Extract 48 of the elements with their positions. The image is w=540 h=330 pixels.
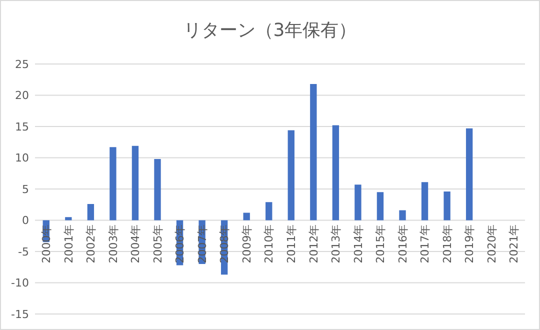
x-tick-label: 2002年: [84, 224, 98, 264]
x-tick-label: 2007年: [196, 224, 209, 264]
y-tick-label: 20: [15, 89, 29, 102]
bar: [421, 182, 428, 220]
x-tick-label: 2019年: [463, 224, 476, 264]
bar: [110, 147, 116, 220]
y-tick-label: 10: [15, 152, 29, 165]
y-tick-label: 0: [22, 214, 29, 228]
bar: [266, 202, 272, 220]
bar: [310, 84, 317, 220]
bar: [466, 128, 473, 220]
bar: [332, 125, 340, 220]
bar: [132, 146, 139, 220]
x-tick-label: 2003年: [106, 224, 120, 264]
chart-title: リターン（3年保有）: [183, 20, 357, 41]
y-tick-label: 15: [15, 120, 29, 134]
x-tick-label: 2004年: [129, 224, 142, 264]
y-tick-label: -15: [11, 308, 29, 321]
x-tick-label: 2008年: [218, 224, 232, 264]
x-tick-label: 2013年: [330, 224, 343, 264]
bar: [399, 210, 406, 220]
x-tick-label: 2001年: [62, 224, 76, 264]
y-tick-label: -10: [11, 276, 29, 290]
x-tick-label: 2000年: [40, 224, 53, 264]
x-tick-label: 2015年: [374, 224, 388, 264]
x-tick-label: 2016年: [396, 224, 410, 264]
bar: [444, 192, 450, 220]
x-tick-label: 2009年: [240, 224, 254, 264]
bar: [154, 159, 161, 220]
x-tick-label: 2012年: [307, 224, 320, 264]
y-tick-label: 25: [15, 58, 29, 71]
x-tick-label: 2018年: [440, 224, 454, 264]
x-tick-label: 2021年: [508, 224, 521, 264]
x-tick-label: 2006年: [174, 224, 187, 264]
bar: [87, 204, 94, 220]
y-tick-label: 5: [22, 182, 29, 196]
x-tick-label: 2011年: [284, 224, 298, 264]
x-tick-label: 2020年: [485, 224, 498, 264]
bar: [376, 192, 384, 220]
x-tick-label: 2014年: [352, 224, 365, 264]
x-tick-label: 2017年: [418, 224, 432, 264]
bar: [288, 130, 294, 220]
y-tick-label: -5: [18, 245, 29, 258]
bar: [354, 184, 362, 220]
bar: [243, 212, 250, 220]
x-tick-label: 2005年: [151, 224, 164, 264]
bar: [65, 217, 72, 220]
x-tick-label: 2010年: [262, 224, 276, 264]
